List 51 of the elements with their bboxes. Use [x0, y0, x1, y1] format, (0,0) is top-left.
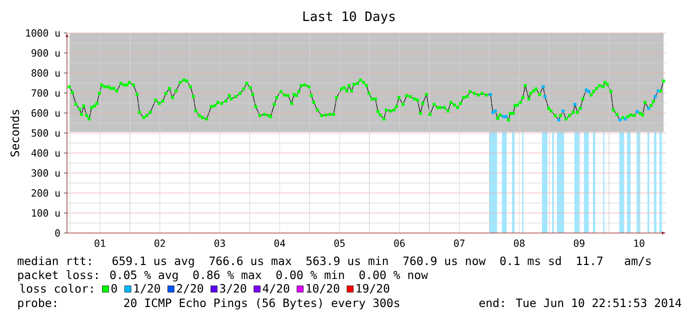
point — [573, 102, 576, 106]
point — [624, 118, 627, 120]
y-axis-title: Seconds — [10, 110, 20, 156]
point — [654, 95, 657, 98]
x-tick-label: 06 — [394, 240, 405, 247]
point — [618, 118, 622, 122]
text: median rtt: 659.1 us avg 766.6 us max 563.9 us min 760.9 us now 0.1 ms sd 11.7 am/s — [18, 256, 651, 268]
point — [584, 88, 588, 92]
point — [489, 92, 492, 96]
y-tick-label: 200 u — [32, 189, 60, 197]
legend-label: 1/20 — [134, 284, 160, 294]
point — [656, 90, 660, 92]
point — [587, 90, 590, 94]
point — [504, 115, 508, 118]
point — [561, 110, 564, 112]
x-tick-label: 04 — [274, 240, 286, 247]
text: probe: 20 ICMP Echo Pings (56 Bytes) every 300s — [18, 298, 400, 310]
point — [542, 85, 545, 88]
x-tick-label: 07 — [454, 240, 465, 247]
point — [544, 95, 547, 98]
legend-label: 3/20 — [220, 284, 246, 294]
y-tick-label: 1000 u — [26, 29, 60, 37]
legend-title: loss color: — [20, 284, 93, 293]
x-tick-label: 01 — [94, 240, 106, 247]
x-tick-label: 09 — [574, 240, 584, 247]
x-tick-label: 03 — [214, 240, 225, 247]
y-tick-label: 400 u — [31, 149, 60, 157]
x-tick-label: 02 — [154, 240, 165, 247]
point — [636, 110, 639, 114]
y-tick-label: 100 u — [32, 209, 60, 217]
legend-label: 0 — [111, 284, 117, 293]
x-tick-label: 05 — [334, 240, 345, 247]
y-tick-label: 300 u — [32, 169, 60, 177]
point — [647, 106, 650, 110]
y-tick-label: 900 u — [32, 49, 60, 57]
legend-label: 2/20 — [176, 284, 204, 294]
y-tick-label: 0 — [55, 229, 60, 237]
x-tick-label: 10 — [634, 240, 644, 247]
text: packet loss: 0.05 % avg 0.86 % max 0.00 % min 0.00 % now — [18, 270, 428, 282]
y-tick-label: 700 u — [32, 89, 60, 97]
y-tick-label: 800 u — [32, 69, 60, 77]
y-tick-label: 500 u — [32, 129, 60, 137]
text: end: Tue Jun 10 22:51:53 2014 — [479, 298, 682, 308]
point — [494, 110, 497, 112]
point — [557, 118, 560, 122]
legend-label: 19/20 — [356, 284, 390, 294]
x-tick-label: 08 — [514, 240, 525, 247]
legend-label: 4/20 — [262, 284, 290, 294]
chart-title: Last 10 Days — [303, 11, 395, 24]
y-tick-label: 600 u — [32, 109, 60, 117]
legend-label: 10/20 — [306, 284, 340, 294]
